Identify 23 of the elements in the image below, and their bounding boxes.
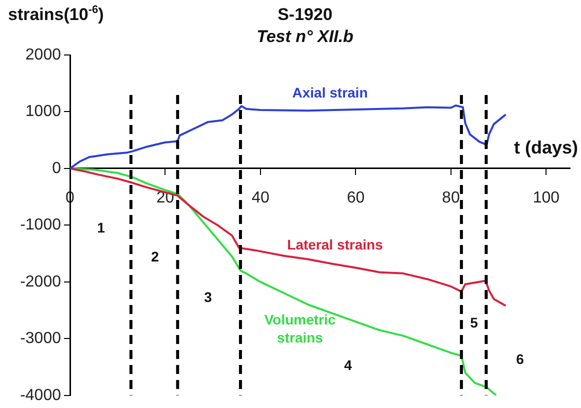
x-tick-label: 60 [346,189,365,206]
annotation: 2 [151,248,160,264]
annotation: 6 [516,350,524,367]
x-tick-label: 100 [532,189,560,206]
y-tick-label: 1000 [25,103,62,120]
y-tick-label: 2000 [25,46,62,64]
x-axis-title: t (days) [514,137,578,158]
chart-subtitle: Test n° XII.b [256,27,354,46]
y-tick-label: -1000 [20,216,62,234]
y-tick-label: -3000 [20,330,62,348]
y-tick-label: -4000 [20,386,62,404]
annotation: 5 [470,314,478,330]
chart-title: S-1920 [278,5,332,24]
series-label: Lateral strains [287,236,384,252]
annotation: 1 [97,219,106,236]
annotation: 4 [344,356,352,373]
x-tick-label: 40 [252,189,270,206]
annotation: 3 [204,288,212,305]
series-label: Volumetric strains [264,311,336,346]
x-tick-label: 80 [442,189,460,206]
series-label: Axial strain [292,84,368,100]
y-tick-label: -2000 [20,273,62,290]
y-tick-label: 0 [52,160,62,177]
